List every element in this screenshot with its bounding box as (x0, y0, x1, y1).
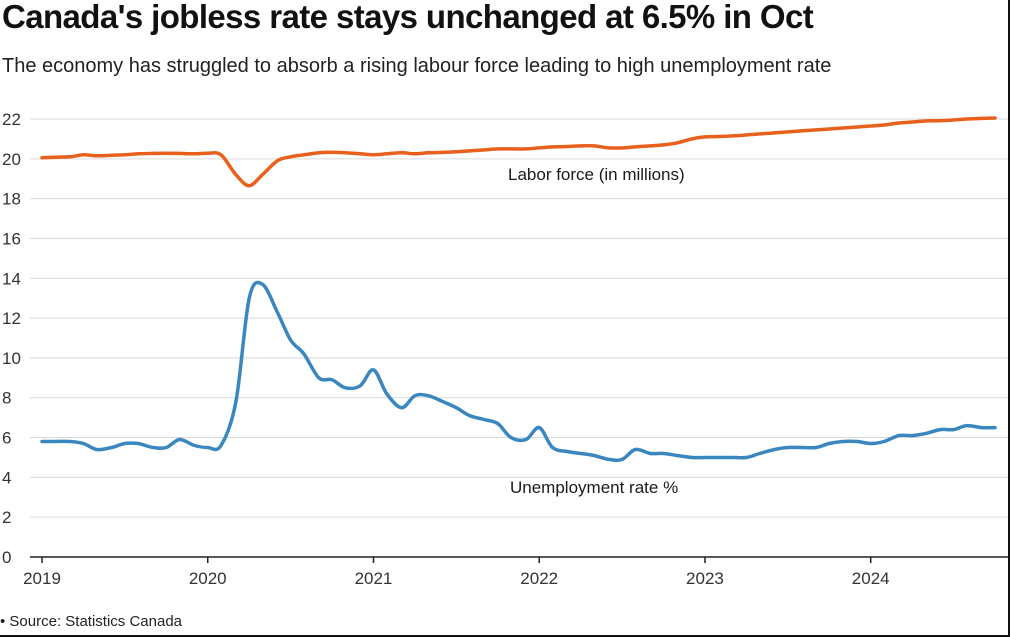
source-note: • Source: Statistics Canada (0, 613, 183, 630)
x-tick-label: 2019 (23, 569, 61, 588)
x-tick-label: 2021 (355, 569, 393, 588)
unemployment-rate-label: Unemployment rate % (510, 478, 678, 497)
series-lines (40, 116, 997, 463)
y-tick-label: 16 (2, 229, 21, 248)
x-tick-label: 2024 (852, 569, 890, 588)
y-tick-label: 6 (2, 429, 11, 448)
labor-force-line (40, 116, 997, 188)
y-tick-label: 2 (2, 508, 11, 527)
labor-force-label: Labor force (in millions) (508, 165, 685, 184)
y-tick-label: 8 (2, 389, 11, 408)
y-tick-label: 20 (2, 150, 21, 169)
y-tick-label: 0 (2, 548, 11, 567)
x-axis-ticks: 2019 2020 2021 2022 2023 2024 (23, 557, 890, 588)
y-tick-label: 18 (2, 190, 21, 209)
x-tick-label: 2022 (520, 569, 558, 588)
chart-title: Canada's jobless rate stays unchanged at… (2, 0, 814, 35)
grid-lines (30, 118, 1008, 518)
chart-subtitle: The economy has struggled to absorb a ri… (2, 55, 832, 77)
y-tick-label: 14 (2, 269, 21, 288)
x-tick-label: 2020 (189, 569, 227, 588)
y-tick-label: 10 (2, 349, 21, 368)
y-axis-ticks: 0 2 4 6 8 10 12 14 16 18 20 22 (2, 110, 21, 567)
y-tick-label: 22 (2, 110, 21, 129)
y-tick-label: 12 (2, 309, 21, 328)
x-tick-label: 2023 (686, 569, 724, 588)
unemployment-rate-line (40, 280, 997, 463)
y-tick-label: 4 (2, 468, 11, 487)
